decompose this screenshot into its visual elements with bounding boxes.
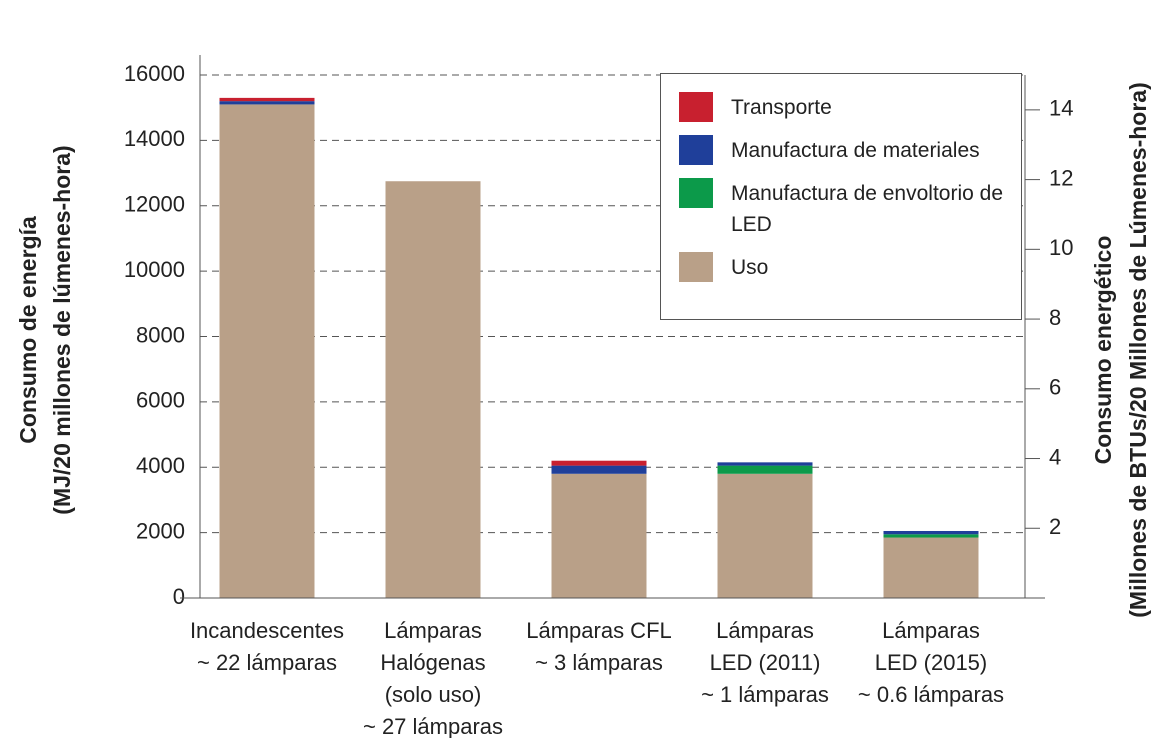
x-tick-label: ~ 0.6 lámparas [858, 682, 1004, 707]
bar-segment [717, 462, 813, 466]
x-tick-label: (solo uso) [385, 682, 482, 707]
y-tick-label: 10000 [124, 257, 185, 282]
legend-label: Transporte [731, 96, 832, 119]
x-tick-label: Incandescentes [190, 618, 344, 643]
x-tick-label: Lámparas [716, 618, 814, 643]
y2-tick-label: 10 [1049, 235, 1073, 260]
legend-item: Manufactura de materiales [679, 135, 1009, 166]
legend-swatch [679, 178, 713, 208]
bar-segment [883, 530, 979, 535]
legend-label: Manufactura de materiales [731, 139, 980, 162]
x-tick-label: Halógenas [380, 650, 485, 675]
y2-tick-label: 14 [1049, 96, 1073, 121]
y2-tick-label: 8 [1049, 305, 1061, 330]
x-tick-label: Lámparas [882, 618, 980, 643]
legend-label: Manufactura de envoltorio de LED [731, 182, 1004, 236]
bar-segment [551, 465, 647, 474]
y2-tick-label: 4 [1049, 444, 1061, 469]
bar-segment [385, 181, 481, 598]
x-tick-label: ~ 27 lámparas [363, 714, 503, 738]
x-tick-label: LED (2015) [875, 650, 988, 675]
x-tick-label: Lámparas [384, 618, 482, 643]
y-tick-label: 14000 [124, 126, 185, 151]
x-tick-label: ~ 22 lámparas [197, 650, 337, 675]
y-tick-label: 12000 [124, 192, 185, 217]
y2-axis-title: Consumo energético [1090, 236, 1116, 465]
bar-segment [883, 534, 979, 538]
bar-segment [717, 465, 813, 474]
y2-axis-title: (Millones de BTUs/20 Millones de Lúmenes… [1125, 82, 1151, 617]
legend-label: Uso [731, 256, 769, 279]
bar-segment [551, 473, 647, 598]
bar-segment [219, 97, 315, 102]
bar-segment [219, 101, 315, 105]
y-tick-label: 4000 [136, 453, 185, 478]
legend-swatch [679, 252, 713, 282]
x-tick-label: LED (2011) [710, 650, 821, 675]
y-tick-label: 16000 [124, 61, 185, 86]
legend-item: Transporte [679, 92, 1009, 123]
legend-item: Manufactura de envoltorio de LED [679, 178, 1009, 240]
x-tick-label: ~ 3 lámparas [535, 650, 663, 675]
legend-swatch [679, 92, 713, 122]
y2-tick-label: 2 [1049, 514, 1061, 539]
legend-item: Uso [679, 252, 1009, 283]
y-tick-label: 2000 [136, 518, 185, 543]
bar-segment [883, 537, 979, 598]
y-axis-title: (MJ/20 millones de lúmenes-hora) [49, 145, 75, 514]
x-tick-label: Lámparas CFL [526, 618, 672, 643]
y-tick-label: 8000 [136, 322, 185, 347]
bar-segment [219, 104, 315, 598]
y-tick-label: 6000 [136, 388, 185, 413]
legend-swatch [679, 135, 713, 165]
x-tick-label: ~ 1 lámparas [701, 682, 829, 707]
y2-tick-label: 12 [1049, 165, 1073, 190]
bar-segment [717, 473, 813, 598]
legend: Transporte Manufactura de materiales Manuf… [660, 73, 1022, 320]
y2-tick-label: 6 [1049, 375, 1061, 400]
bar-segment [551, 460, 647, 466]
y-tick-label: 0 [173, 584, 185, 609]
y-axis-title: Consumo de energía [15, 216, 41, 444]
